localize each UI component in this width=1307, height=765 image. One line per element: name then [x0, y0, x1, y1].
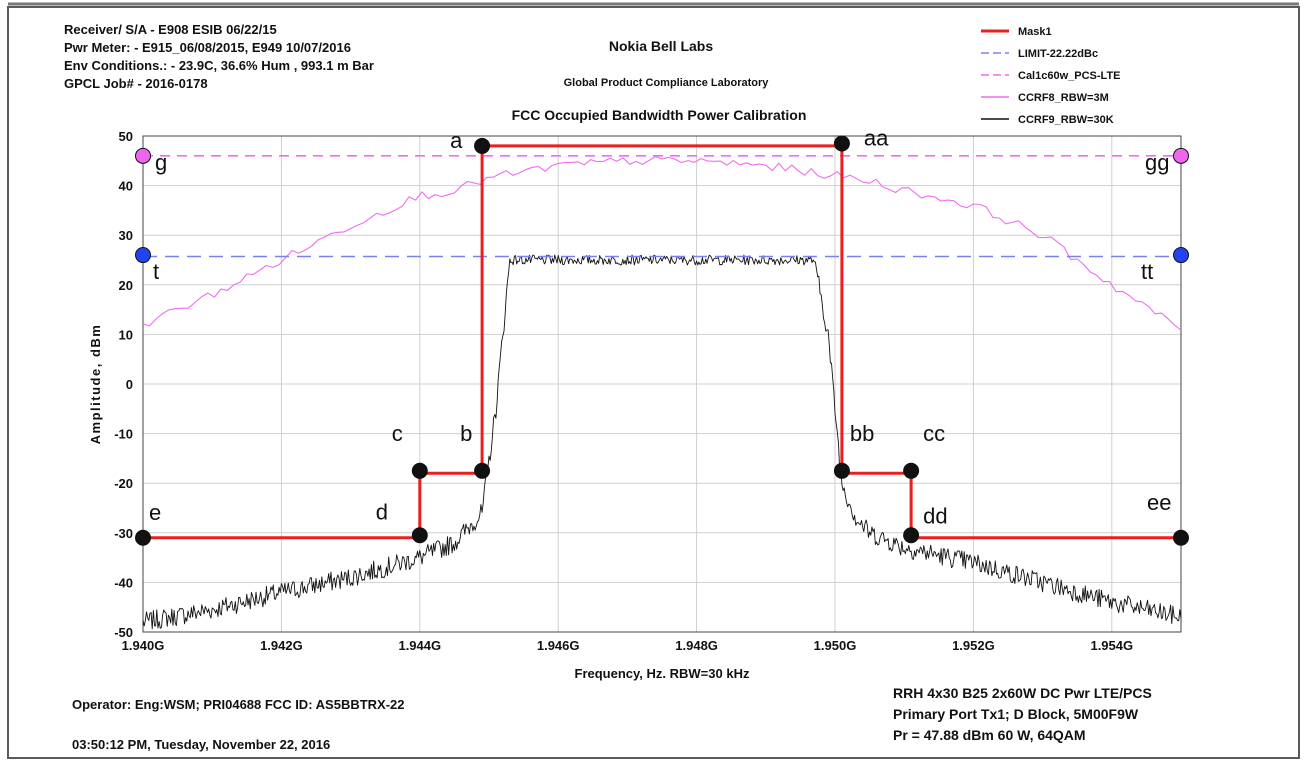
header-line-env-conditions: Env Conditions.: - 23.9C, 36.6% Hum , 99… [64, 58, 374, 73]
y-tick-label: 10 [119, 327, 133, 342]
x-tick-label: 1.942G [260, 638, 303, 653]
y-tick-label: -10 [114, 427, 133, 442]
series-line-mask1 [143, 144, 1181, 540]
y-tick-label: -50 [114, 625, 133, 640]
marker-point-dd [903, 527, 920, 544]
device-line-model: RRH 4x30 B25 2x60W DC Pwr LTE/PCS [893, 685, 1152, 701]
legend-label: Mask1 [1018, 26, 1052, 38]
marker-point-b [474, 462, 491, 479]
x-tick-label: 1.950G [814, 638, 857, 653]
marker-point-e [135, 529, 151, 546]
x-tick-label: 1.954G [1090, 638, 1133, 653]
series-line-ccrf9-rbw-30k [142, 254, 1182, 630]
marker-label-a: a [450, 128, 463, 153]
report-border [7, 6, 1300, 759]
x-tick-label: 1.952G [952, 638, 995, 653]
header-line-job: GPCL Job# - 2016-0178 [64, 76, 208, 91]
marker-point-cc [903, 462, 920, 479]
marker-label-aa: aa [864, 125, 889, 150]
header-info: Receiver/ S/A - E908 ESIB 06/22/15 Pwr M… [64, 21, 374, 93]
y-tick-label: 0 [126, 377, 133, 392]
legend: Mask1 LIMIT-22.22dBc Cal1c60w_PCS-LTE CCRF8… [981, 26, 1121, 126]
marker-label-t: t [153, 259, 159, 284]
marker-point-tt [1173, 247, 1189, 264]
plot-area-frame [142, 135, 1182, 633]
marker-point-aa [833, 135, 850, 152]
device-line-power: Pr = 47.88 dBm 60 W, 64QAM [893, 727, 1086, 743]
x-tick-label: 1.946G [537, 638, 580, 653]
marker-label-tt: tt [1141, 259, 1153, 284]
grid-lines [142, 135, 1181, 633]
y-tick-label: -40 [114, 575, 133, 590]
marker-label-gg: gg [1145, 150, 1169, 175]
y-tick-label: -20 [114, 476, 133, 491]
device-line-port: Primary Port Tx1; D Block, 5M00F9W [893, 706, 1139, 722]
header-line-power-meter: Pwr Meter: - E915_06/08/2015, E949 10/07… [64, 40, 351, 55]
marker-point-g [135, 147, 151, 164]
y-tick-label: 30 [119, 228, 133, 243]
marker-label-g: g [155, 150, 167, 175]
marker-label-cc: cc [923, 421, 945, 446]
legend-label: CCRF9_RBW=30K [1018, 114, 1114, 126]
marker-point-ee [1173, 529, 1189, 546]
y-tick-label: -30 [114, 526, 133, 541]
org-name: Nokia Bell Labs [608, 38, 714, 54]
chart-title: FCC Occupied Bandwidth Power Calibration [511, 107, 807, 123]
operator-line: Operator: Eng:WSM; PRI04688 FCC ID: AS5B… [72, 697, 405, 712]
marker-label-e: e [149, 500, 161, 525]
header-line-receiver: Receiver/ S/A - E908 ESIB 06/22/15 [64, 22, 277, 37]
legend-label: CCRF8_RBW=3M [1018, 92, 1109, 104]
marker-label-bb: bb [850, 421, 874, 446]
marker-point-c [411, 462, 428, 479]
marker-point-t [135, 247, 151, 264]
lab-name: Global Product Compliance Laboratory [563, 77, 769, 89]
series-line-ccrf8-rbw-3m [142, 156, 1182, 331]
marker-point-d [411, 527, 428, 544]
marker-label-c: c [392, 421, 403, 446]
x-tick-label: 1.944G [398, 638, 441, 653]
marker-point-a [474, 137, 491, 154]
marker-label-d: d [376, 499, 388, 524]
timestamp-line: 03:50:12 PM, Tuesday, November 22, 2016 [72, 737, 331, 752]
x-tick-label: 1.940G [122, 638, 165, 653]
y-tick-label: 40 [119, 179, 133, 194]
y-tick-label: 50 [119, 129, 133, 144]
legend-label: LIMIT-22.22dBc [1018, 48, 1098, 60]
x-tick-label: 1.948G [675, 638, 718, 653]
y-tick-label: 20 [119, 278, 133, 293]
marker-label-ee: ee [1147, 490, 1171, 515]
device-info: RRH 4x30 B25 2x60W DC Pwr LTE/PCS Primar… [893, 683, 1152, 746]
marker-point-gg [1173, 147, 1189, 164]
marker-point-bb [833, 462, 850, 479]
x-axis-label: Frequency, Hz. RBW=30 kHz [575, 666, 750, 681]
marker-label-b: b [460, 421, 472, 446]
legend-label: Cal1c60w_PCS-LTE [1018, 70, 1121, 82]
y-axis-label: Amplitude, dBm [88, 324, 103, 445]
marker-label-dd: dd [923, 503, 947, 528]
